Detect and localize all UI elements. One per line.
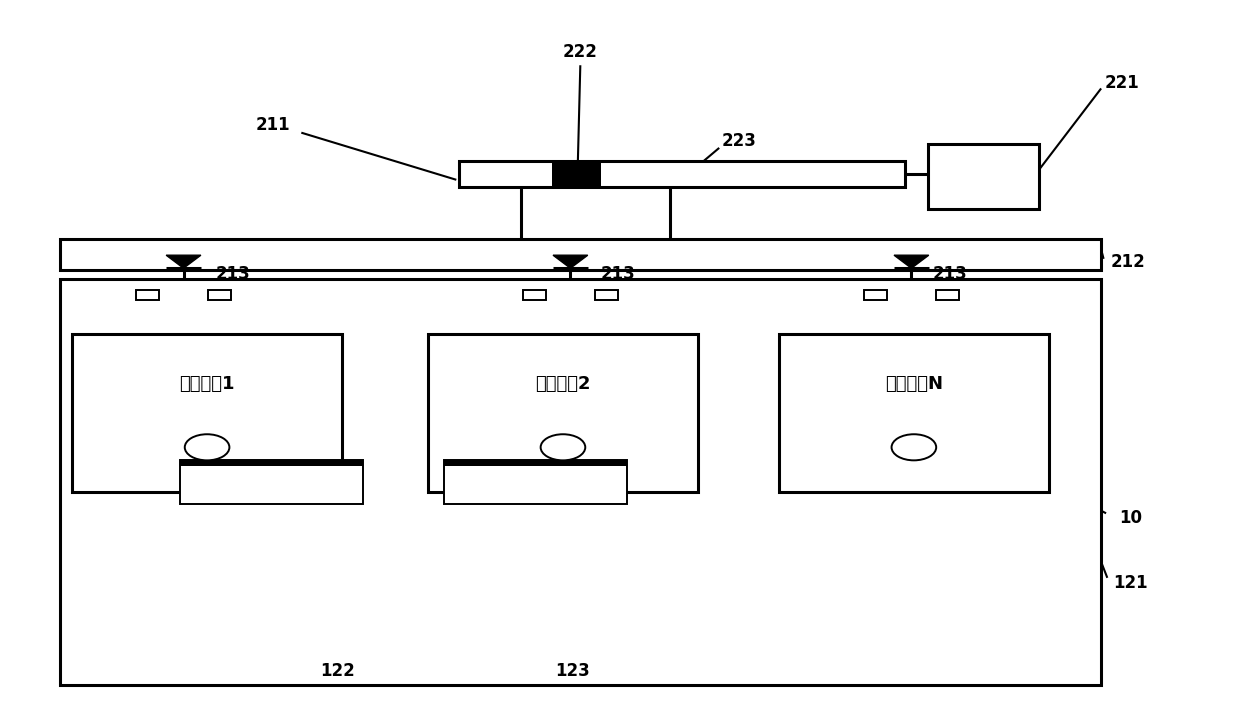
Bar xyxy=(459,161,905,187)
Polygon shape xyxy=(553,255,588,268)
Polygon shape xyxy=(894,255,929,268)
Bar xyxy=(428,334,698,492)
Text: 单体电芯2: 单体电芯2 xyxy=(536,375,590,393)
Text: 123: 123 xyxy=(556,662,590,679)
Bar xyxy=(208,290,231,300)
Bar xyxy=(779,334,1049,492)
Text: 212: 212 xyxy=(1111,254,1146,271)
Text: 122: 122 xyxy=(320,662,355,679)
Bar xyxy=(60,239,1101,270)
Text: 121: 121 xyxy=(1114,574,1148,592)
Circle shape xyxy=(185,434,229,460)
Polygon shape xyxy=(166,255,201,268)
Bar xyxy=(444,460,627,504)
Text: 222: 222 xyxy=(563,44,598,61)
Bar xyxy=(72,334,342,492)
Circle shape xyxy=(541,434,585,460)
Circle shape xyxy=(892,434,936,460)
Bar xyxy=(523,290,546,300)
Bar xyxy=(595,290,618,300)
Text: 10: 10 xyxy=(1120,509,1142,526)
Text: 213: 213 xyxy=(600,265,635,283)
Text: 221: 221 xyxy=(1105,75,1140,92)
Text: 单体电芯N: 单体电芯N xyxy=(885,375,942,393)
Bar xyxy=(444,460,627,466)
Bar xyxy=(864,290,887,300)
Bar xyxy=(936,290,959,300)
Text: 223: 223 xyxy=(722,133,756,150)
Bar xyxy=(928,144,1039,209)
Bar xyxy=(60,279,1101,685)
Text: 211: 211 xyxy=(255,116,290,133)
Bar xyxy=(180,460,363,466)
Bar xyxy=(552,162,601,186)
Text: 213: 213 xyxy=(932,265,967,283)
Text: 213: 213 xyxy=(216,265,250,283)
Bar xyxy=(180,460,363,504)
Bar xyxy=(136,290,159,300)
Text: 单体电芯1: 单体电芯1 xyxy=(180,375,234,393)
